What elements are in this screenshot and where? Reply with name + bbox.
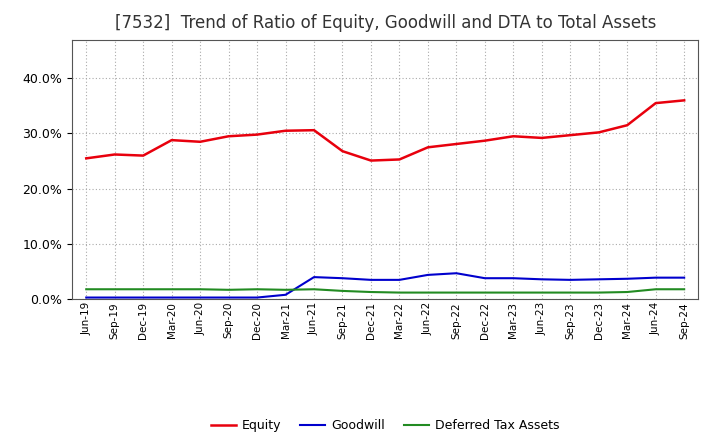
Deferred Tax Assets [139,286,148,292]
Equity [110,152,119,157]
Equity [82,156,91,161]
Goodwill [423,272,432,278]
Goodwill [110,295,119,300]
Deferred Tax Assets [196,286,204,292]
Deferred Tax Assets [253,286,261,292]
Line: Equity: Equity [86,100,684,161]
Equity [366,158,375,163]
Goodwill [566,277,575,282]
Goodwill [253,295,261,300]
Goodwill [395,277,404,282]
Goodwill [452,271,461,276]
Equity [652,100,660,106]
Deferred Tax Assets [310,286,318,292]
Deferred Tax Assets [595,290,603,295]
Deferred Tax Assets [167,286,176,292]
Equity [509,134,518,139]
Deferred Tax Assets [623,290,631,295]
Equity [196,139,204,144]
Deferred Tax Assets [423,290,432,295]
Deferred Tax Assets [225,287,233,293]
Goodwill [338,275,347,281]
Line: Deferred Tax Assets: Deferred Tax Assets [86,289,684,293]
Goodwill [196,295,204,300]
Goodwill [537,277,546,282]
Deferred Tax Assets [652,286,660,292]
Goodwill [652,275,660,280]
Goodwill [480,275,489,281]
Deferred Tax Assets [566,290,575,295]
Legend: Equity, Goodwill, Deferred Tax Assets: Equity, Goodwill, Deferred Tax Assets [206,414,564,437]
Line: Goodwill: Goodwill [86,273,684,297]
Equity [338,149,347,154]
Deferred Tax Assets [110,286,119,292]
Equity [595,130,603,135]
Deferred Tax Assets [509,290,518,295]
Deferred Tax Assets [338,288,347,293]
Goodwill [82,295,91,300]
Equity [167,137,176,143]
Deferred Tax Assets [282,287,290,293]
Goodwill [282,292,290,297]
Deferred Tax Assets [395,290,404,295]
Deferred Tax Assets [680,286,688,292]
Goodwill [366,277,375,282]
Equity [310,128,318,133]
Equity [623,123,631,128]
Deferred Tax Assets [452,290,461,295]
Equity [139,153,148,158]
Deferred Tax Assets [537,290,546,295]
Equity [480,138,489,143]
Equity [282,128,290,133]
Equity [537,135,546,140]
Goodwill [509,275,518,281]
Equity [452,141,461,147]
Equity [566,132,575,138]
Goodwill [225,295,233,300]
Goodwill [623,276,631,282]
Equity [423,145,432,150]
Equity [225,134,233,139]
Deferred Tax Assets [82,286,91,292]
Deferred Tax Assets [366,290,375,295]
Goodwill [595,277,603,282]
Equity [253,132,261,137]
Goodwill [680,275,688,280]
Equity [680,98,688,103]
Deferred Tax Assets [480,290,489,295]
Goodwill [310,275,318,280]
Goodwill [139,295,148,300]
Goodwill [167,295,176,300]
Equity [395,157,404,162]
Title: [7532]  Trend of Ratio of Equity, Goodwill and DTA to Total Assets: [7532] Trend of Ratio of Equity, Goodwil… [114,15,656,33]
